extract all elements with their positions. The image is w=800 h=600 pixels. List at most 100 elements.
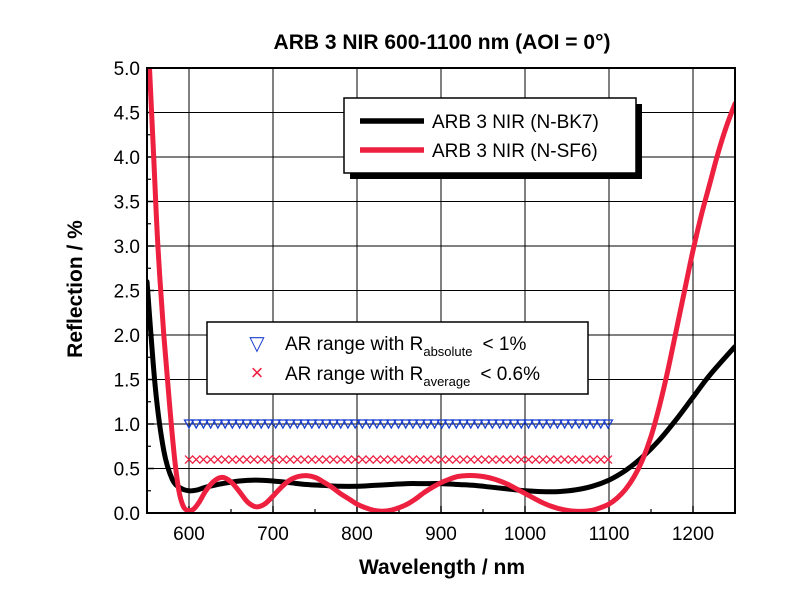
x-tick-label: 1000 bbox=[504, 524, 546, 545]
avg-range-marker bbox=[545, 455, 555, 465]
avg-range-marker bbox=[509, 455, 519, 465]
abs-range-marker bbox=[508, 419, 520, 430]
abs-range-marker bbox=[479, 419, 491, 430]
avg-range-marker bbox=[589, 455, 599, 465]
avg-range-marker bbox=[473, 455, 483, 465]
x-axis-label: Wavelength / nm bbox=[359, 556, 525, 579]
abs-range-marker bbox=[465, 419, 477, 430]
avg-range-marker bbox=[466, 455, 476, 465]
y-tick-label: 3.5 bbox=[114, 193, 140, 214]
line-legend: ARB 3 NIR (N-BK7) ARB 3 NIR (N-SF6) bbox=[343, 97, 642, 179]
abs-range-marker bbox=[335, 419, 347, 430]
avg-range-marker bbox=[372, 455, 382, 465]
y-tick-label: 4.5 bbox=[114, 104, 140, 125]
y-tick-label: 0.5 bbox=[114, 460, 140, 481]
x-tick-label: 600 bbox=[173, 524, 205, 545]
abs-range-marker bbox=[363, 419, 376, 430]
avg-range-marker bbox=[459, 455, 468, 465]
avg-range-marker bbox=[307, 455, 317, 465]
abs-range-marker bbox=[407, 419, 419, 430]
avg-range-marker bbox=[292, 455, 302, 465]
abs-range-marker bbox=[298, 419, 311, 430]
abs-range-marker bbox=[559, 419, 571, 430]
y-tick-label: 1.0 bbox=[114, 415, 140, 436]
line-legend-box bbox=[343, 97, 637, 174]
abs-range-marker bbox=[378, 419, 390, 430]
abs-range-marker bbox=[443, 419, 455, 430]
abs-range-marker bbox=[190, 419, 202, 430]
abs-range-marker bbox=[537, 419, 549, 430]
abs-range-marker bbox=[306, 419, 318, 430]
avg-range-marker bbox=[502, 455, 512, 465]
avg-range-marker bbox=[430, 455, 440, 465]
abs-range-marker bbox=[580, 419, 592, 430]
avg-range-marker bbox=[451, 455, 461, 465]
avg-range-marker bbox=[531, 455, 541, 465]
x-tick-label: 700 bbox=[257, 524, 289, 545]
avg-range-marker bbox=[552, 455, 562, 465]
abs-range-marker bbox=[197, 419, 210, 430]
abs-range-marker bbox=[414, 419, 426, 430]
avg-range-marker bbox=[487, 455, 497, 465]
x-tick-label: 1100 bbox=[589, 524, 630, 545]
y-axis-label: Reflection / % bbox=[64, 220, 87, 358]
avg-range-marker bbox=[242, 455, 252, 465]
abs-range-marker bbox=[371, 419, 383, 430]
abs-range-marker bbox=[494, 419, 506, 430]
avg-range-marker bbox=[191, 455, 201, 465]
abs-range-marker bbox=[551, 419, 564, 430]
abs-range-marker bbox=[342, 419, 354, 430]
avg-range-marker bbox=[394, 455, 403, 465]
legend-label-sf6: ARB 3 NIR (N-SF6) bbox=[432, 141, 598, 162]
x-tick-label: 1200 bbox=[672, 524, 714, 545]
avg-range-marker bbox=[386, 455, 396, 465]
avg-range-marker bbox=[567, 455, 577, 465]
abs-range-marker bbox=[515, 419, 527, 430]
marker-legend: ▽ AR range with Rabsolute < 1% × AR range… bbox=[206, 321, 589, 395]
abs-range-marker bbox=[248, 419, 260, 430]
avg-range-marker bbox=[596, 455, 606, 465]
avg-range-marker bbox=[256, 455, 266, 465]
abs-range-marker bbox=[587, 419, 600, 430]
avg-range-marker bbox=[422, 455, 432, 465]
abs-range-marker bbox=[320, 419, 332, 430]
legend-label-average: AR range with Raverage < 0.6% bbox=[285, 364, 540, 389]
abs-range-marker bbox=[313, 419, 325, 430]
y-tick-label: 2.0 bbox=[114, 326, 140, 347]
y-tick-label: 3.0 bbox=[114, 237, 140, 258]
avg-range-marker bbox=[329, 455, 338, 465]
avg-range-marker bbox=[350, 455, 360, 465]
abs-range-marker bbox=[530, 419, 542, 430]
abs-range-marker bbox=[421, 419, 434, 430]
abs-range-marker bbox=[595, 419, 607, 430]
abs-range-marker bbox=[241, 419, 253, 430]
x-tick-label: 900 bbox=[425, 524, 457, 545]
avg-range-marker bbox=[184, 455, 194, 465]
avg-range-marker bbox=[415, 455, 425, 465]
avg-range-marker bbox=[538, 455, 548, 465]
abs-range-marker bbox=[327, 419, 340, 430]
avg-range-marker bbox=[480, 455, 490, 465]
avg-range-marker bbox=[220, 455, 230, 465]
avg-range-marker bbox=[206, 455, 216, 465]
marker-legend-box bbox=[206, 321, 589, 395]
avg-range-marker bbox=[198, 455, 208, 465]
x-tick-label: 800 bbox=[341, 524, 373, 545]
abs-range-marker bbox=[436, 419, 448, 430]
abs-range-marker bbox=[501, 419, 513, 430]
plot-frame bbox=[146, 67, 736, 514]
abs-range-marker bbox=[219, 419, 231, 430]
abs-range-marker bbox=[262, 419, 275, 430]
avg-range-marker bbox=[336, 455, 346, 465]
abs-range-marker bbox=[277, 419, 289, 430]
avg-range-marker bbox=[401, 455, 411, 465]
legend-symbol-average: × bbox=[251, 360, 264, 385]
abs-range-marker bbox=[385, 419, 397, 430]
avg-range-marker bbox=[524, 455, 533, 465]
abs-range-marker bbox=[573, 419, 585, 430]
avg-range-marker bbox=[213, 455, 223, 465]
legend-label-absolute: AR range with Rabsolute < 1% bbox=[285, 334, 526, 359]
y-tick-label: 5.0 bbox=[114, 59, 140, 80]
avg-range-marker bbox=[444, 455, 454, 465]
